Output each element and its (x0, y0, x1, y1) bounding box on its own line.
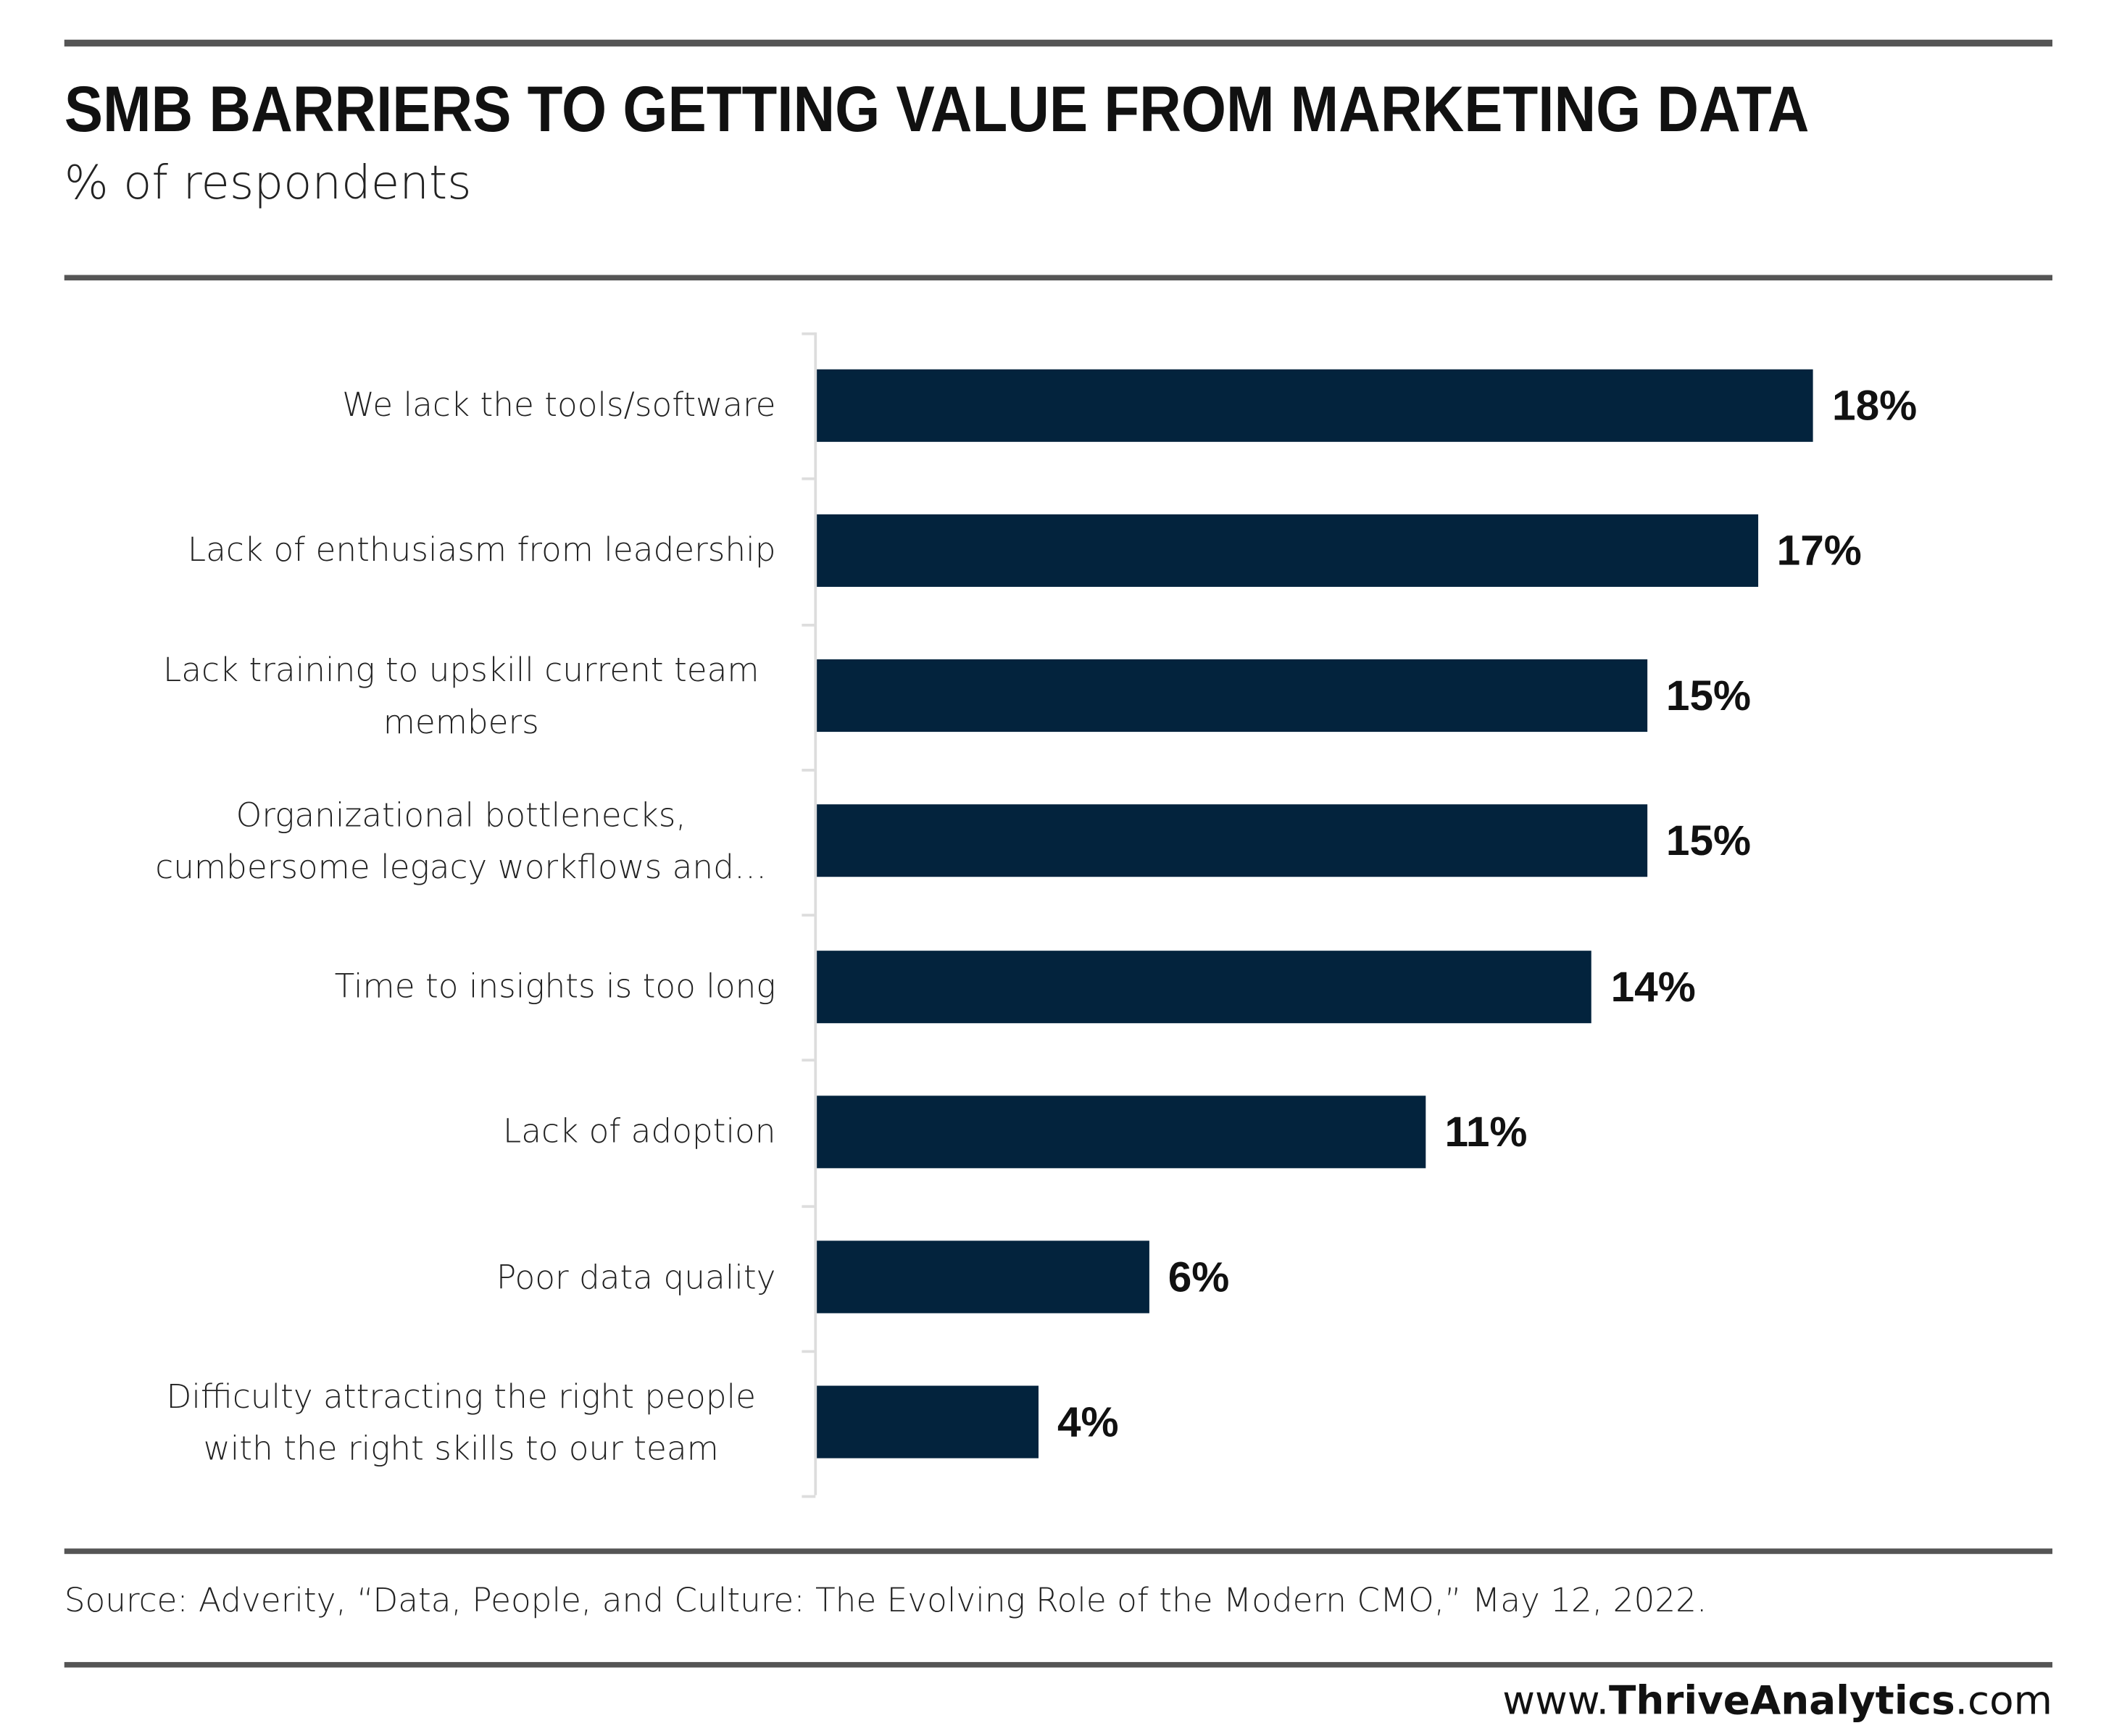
category-label: Lack training to upskill current team me… (162, 650, 760, 741)
axis-tick (802, 1349, 816, 1353)
axis-tick (802, 1495, 816, 1498)
header-rule (64, 275, 2052, 281)
chart-subtitle: % of respondents (64, 156, 472, 211)
value-label: 15% (1665, 817, 1752, 865)
value-label: 18% (1832, 381, 1918, 430)
bar (817, 1386, 1039, 1459)
value-label: 17% (1776, 526, 1862, 575)
category-label: Time to insights is too long (334, 967, 776, 1006)
footer-rule (64, 1548, 2052, 1554)
value-label: 14% (1610, 962, 1696, 1011)
category-label-box: Lack of enthusiasm from leadership (146, 482, 776, 619)
axis-tick (802, 477, 816, 481)
category-label: Organizational bottlenecks, cumbersome l… (155, 796, 767, 887)
category-label-box: We lack the tools/software (146, 337, 775, 474)
top-rule (64, 39, 2052, 47)
bar (817, 950, 1592, 1023)
bottom-rule (64, 1661, 2052, 1668)
category-label-box: Organizational bottlenecks, cumbersome l… (146, 772, 775, 909)
website-prefix: www. (1502, 1677, 1609, 1724)
axis-tick (802, 1059, 816, 1062)
category-label: We lack the tools/software (342, 385, 776, 425)
bar (817, 804, 1647, 877)
bar (817, 659, 1647, 733)
axis-tick (802, 1204, 816, 1208)
axis-tick (802, 914, 816, 917)
category-label: Lack of enthusiasm from leadership (187, 531, 776, 570)
website-suffix: .com (1955, 1677, 2052, 1724)
category-label: Difficulty attracting the right people w… (166, 1377, 756, 1468)
axis-tick (802, 768, 816, 772)
website: www.ThriveAnalytics.com (1502, 1677, 2052, 1724)
value-label: 11% (1444, 1108, 1528, 1156)
chart-title: SMB BARRIERS TO GETTING VALUE FROM MARKE… (64, 72, 1810, 146)
source-note: Source: Adverity, “Data, People, and Cul… (64, 1581, 1707, 1620)
bar (817, 369, 1813, 442)
bar (817, 1096, 1426, 1169)
category-label-box: Poor data quality (146, 1209, 776, 1345)
category-label-box: Lack of adoption (146, 1064, 775, 1201)
category-label: Poor data quality (496, 1258, 776, 1297)
category-label-box: Lack training to upskill current team me… (146, 627, 775, 764)
axis-tick (802, 332, 816, 335)
axis-tick (802, 622, 816, 626)
category-label: Lack of adoption (503, 1112, 776, 1151)
value-label: 4% (1057, 1398, 1119, 1447)
value-label: 6% (1168, 1253, 1230, 1301)
value-label: 15% (1665, 672, 1752, 720)
website-brand: ThriveAnalytics (1608, 1677, 1955, 1724)
category-label-box: Difficulty attracting the right people w… (146, 1354, 775, 1491)
bar (817, 1240, 1149, 1314)
category-label-box: Time to insights is too long (146, 918, 776, 1055)
bar (817, 514, 1758, 587)
